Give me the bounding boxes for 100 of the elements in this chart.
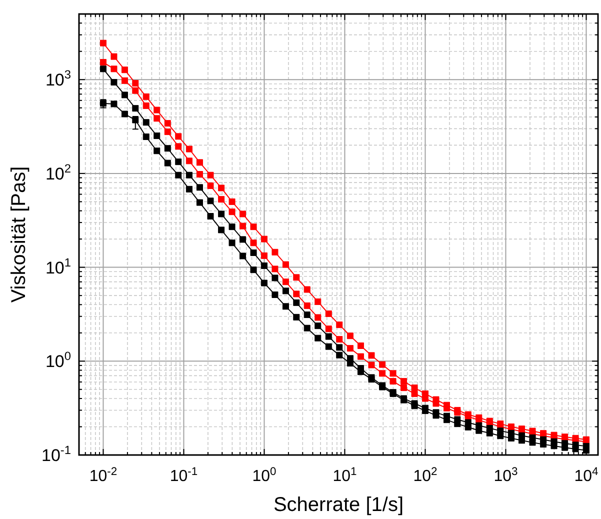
x-tick-label: 10$^{3}$ (494, 466, 518, 485)
point (390, 378, 396, 385)
x-tick-label: 10$^{4}$ (574, 466, 598, 485)
point (132, 87, 139, 94)
point (196, 171, 203, 178)
point (346, 345, 354, 352)
point (272, 291, 278, 298)
point (142, 119, 150, 126)
point (379, 370, 386, 377)
point (400, 384, 408, 392)
point (422, 395, 428, 402)
point (304, 286, 310, 293)
point (282, 261, 289, 268)
point (240, 236, 246, 243)
point (164, 145, 171, 152)
point (142, 93, 150, 100)
point (454, 420, 461, 428)
point (100, 59, 106, 66)
point (260, 280, 268, 286)
point (228, 224, 236, 230)
point (282, 288, 289, 294)
x-axis-title: Scherrate [1/s] (273, 494, 404, 516)
point (250, 249, 257, 256)
point (132, 80, 139, 87)
point (379, 361, 386, 368)
point (508, 434, 514, 442)
point (260, 236, 268, 242)
point (260, 252, 268, 259)
y-tick-label: 10$^{3}$ (45, 68, 72, 90)
y-tick-label: 10$^{0}$ (45, 349, 72, 372)
point (336, 344, 343, 351)
point (207, 182, 214, 189)
point (314, 298, 322, 305)
point (282, 278, 289, 286)
point (336, 322, 343, 328)
point (572, 446, 579, 452)
point (518, 437, 525, 444)
point (218, 210, 225, 218)
point (486, 430, 493, 436)
point (325, 326, 332, 332)
point (411, 384, 418, 392)
point (293, 290, 300, 298)
point (390, 370, 396, 377)
point (304, 324, 310, 332)
point (240, 210, 246, 218)
point (540, 441, 547, 448)
point (228, 240, 236, 246)
point (154, 106, 160, 114)
point (400, 378, 408, 385)
x-tick-label: 10$^{1}$ (332, 466, 357, 485)
point (314, 322, 322, 330)
point (272, 274, 278, 282)
y-tick-label: 10$^{1}$ (45, 255, 72, 278)
point (464, 424, 472, 430)
point (132, 116, 139, 124)
y-axis-title: Viskosität [Pas] (8, 166, 30, 303)
point (272, 248, 278, 256)
point (175, 143, 182, 150)
point (497, 432, 504, 440)
point (207, 198, 214, 204)
x-tick-label: 10$^{-2}$ (89, 466, 118, 485)
point (100, 66, 106, 72)
point (240, 222, 246, 230)
point (357, 368, 364, 376)
point (186, 146, 192, 152)
point (110, 53, 118, 60)
point (422, 408, 428, 414)
point (432, 400, 440, 407)
point (175, 133, 182, 140)
point (325, 343, 332, 350)
point (411, 402, 418, 410)
point (476, 427, 482, 434)
point (260, 262, 268, 269)
point (175, 172, 182, 178)
y-tick-label: 10$^{2}$ (45, 161, 72, 184)
point (228, 198, 236, 205)
point (218, 196, 225, 203)
point (432, 412, 440, 419)
point (336, 336, 343, 343)
point (357, 342, 364, 349)
point (175, 158, 182, 166)
point (164, 128, 171, 136)
point (250, 240, 257, 246)
x-tick-label: 10$^{2}$ (413, 466, 438, 485)
point (196, 159, 203, 166)
point (218, 184, 225, 192)
point (164, 120, 171, 127)
point (529, 439, 536, 446)
point (346, 332, 354, 340)
point (121, 77, 128, 84)
point (336, 352, 343, 358)
point (411, 390, 418, 397)
point (325, 333, 332, 340)
point (142, 134, 150, 140)
point (207, 212, 214, 220)
point (164, 160, 171, 166)
x-tick-label: 10$^{0}$ (252, 466, 276, 485)
x-tick-label: 10$^{-1}$ (170, 466, 198, 485)
point (293, 274, 300, 281)
point (250, 224, 257, 230)
